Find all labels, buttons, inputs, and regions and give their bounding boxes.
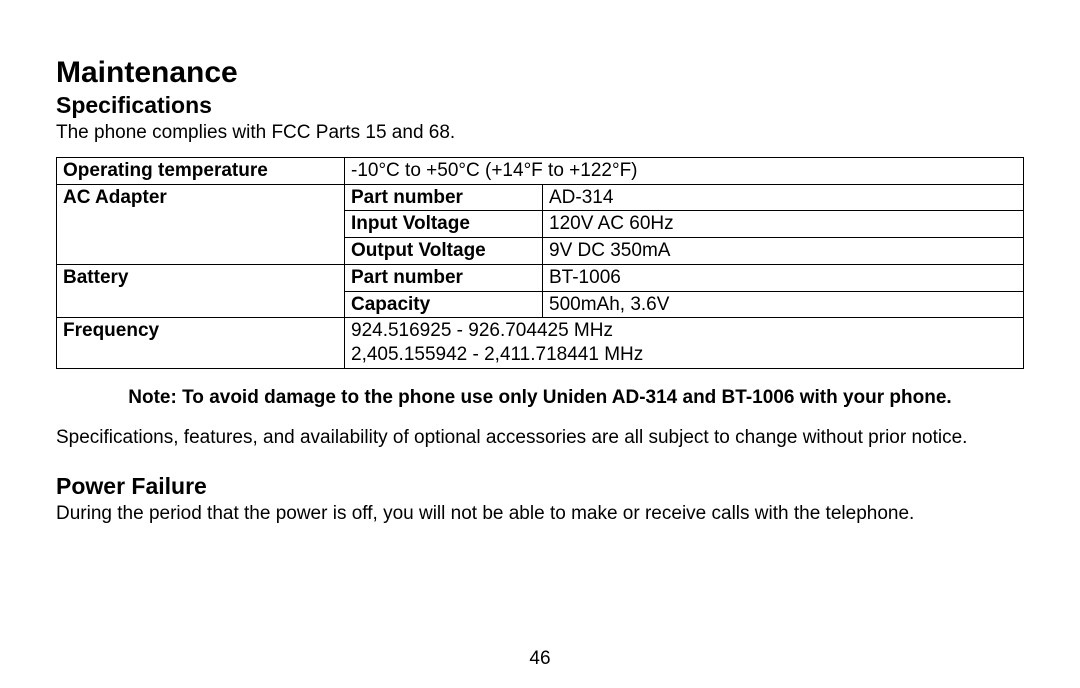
- page-number: 46: [0, 648, 1080, 670]
- page-title: Maintenance: [56, 56, 1024, 90]
- cell-bat-cap-label: Capacity: [345, 291, 543, 318]
- cell-bat-part-label: Part number: [345, 264, 543, 291]
- cell-ac-output-label: Output Voltage: [345, 238, 543, 265]
- cell-ac-input-label: Input Voltage: [345, 211, 543, 238]
- damage-note: Note: To avoid damage to the phone use o…: [56, 387, 1024, 409]
- table-row: Frequency 924.516925 - 926.704425 MHz 2,…: [57, 318, 1024, 369]
- cell-operating-temp-value: -10°C to +50°C (+14°F to +122°F): [345, 157, 1024, 184]
- cell-operating-temp-label: Operating temperature: [57, 157, 345, 184]
- manual-page: Maintenance Specifications The phone com…: [0, 0, 1080, 688]
- cell-ac-part-label: Part number: [345, 184, 543, 211]
- table-row: AC Adapter Part number AD-314: [57, 184, 1024, 211]
- cell-bat-part-value: BT-1006: [543, 264, 1024, 291]
- cell-frequency-label: Frequency: [57, 318, 345, 369]
- cell-ac-input-value: 120V AC 60Hz: [543, 211, 1024, 238]
- change-notice: Specifications, features, and availabili…: [56, 427, 1024, 449]
- table-row: Operating temperature -10°C to +50°C (+1…: [57, 157, 1024, 184]
- cell-battery-label: Battery: [57, 264, 345, 318]
- power-failure-heading: Power Failure: [56, 473, 1024, 500]
- cell-frequency-value: 924.516925 - 926.704425 MHz 2,405.155942…: [345, 318, 1024, 369]
- frequency-line-1: 924.516925 - 926.704425 MHz: [351, 320, 613, 341]
- cell-bat-cap-value: 500mAh, 3.6V: [543, 291, 1024, 318]
- cell-ac-output-value: 9V DC 350mA: [543, 238, 1024, 265]
- frequency-line-2: 2,405.155942 - 2,411.718441 MHz: [351, 344, 643, 365]
- table-row: Battery Part number BT-1006: [57, 264, 1024, 291]
- specifications-intro: The phone complies with FCC Parts 15 and…: [56, 121, 1024, 145]
- specifications-table: Operating temperature -10°C to +50°C (+1…: [56, 157, 1024, 369]
- power-failure-text: During the period that the power is off,…: [56, 502, 1024, 526]
- cell-ac-adapter-label: AC Adapter: [57, 184, 345, 264]
- cell-ac-part-value: AD-314: [543, 184, 1024, 211]
- specifications-heading: Specifications: [56, 92, 1024, 119]
